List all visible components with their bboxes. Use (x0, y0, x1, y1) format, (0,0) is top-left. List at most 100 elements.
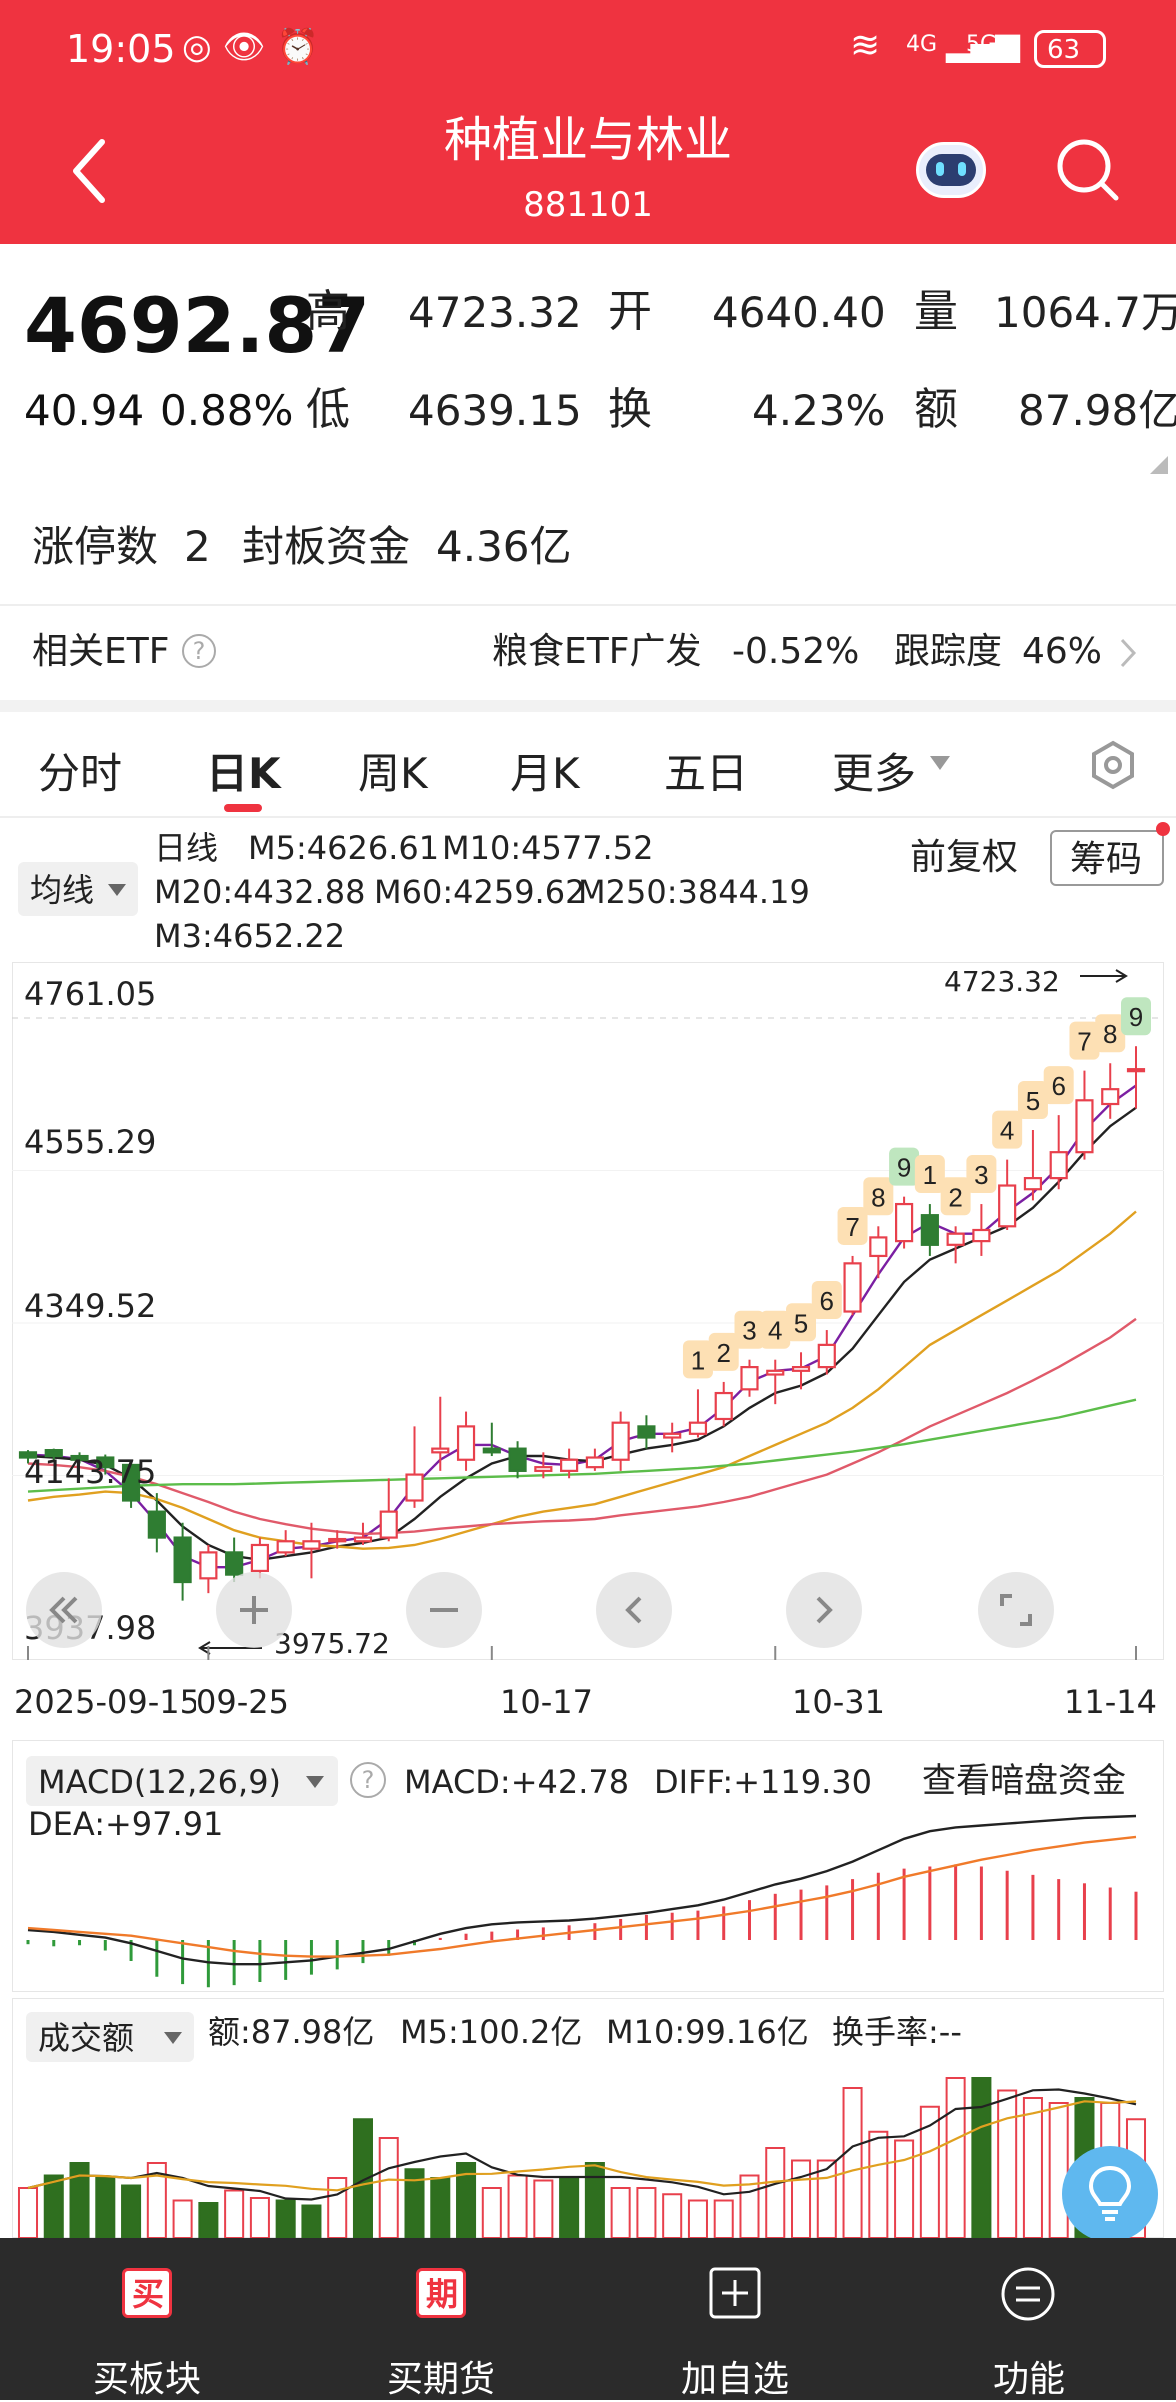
etf-row[interactable]: 相关ETF ? 粮食ETF广发 -0.52% 跟踪度 46% (0, 606, 1176, 700)
td-number: 1 (923, 1160, 937, 1190)
dark-pool-link[interactable]: 查看暗盘资金 (922, 1761, 1126, 1801)
back-arrow-icon[interactable] (60, 136, 120, 206)
help-icon[interactable]: ? (350, 1762, 386, 1798)
fullscreen-button[interactable] (978, 1572, 1054, 1648)
candle (1101, 1088, 1120, 1106)
td-number: 8 (1103, 1019, 1117, 1049)
td-badge (863, 1177, 894, 1216)
scroll-right-button[interactable] (786, 1572, 862, 1648)
divider (0, 816, 1176, 818)
candle (199, 1551, 218, 1580)
candle (1023, 1177, 1043, 1191)
red-dot (1156, 822, 1170, 836)
buy-board-label: 买板块 (92, 2359, 201, 2400)
buy-futures-label: 买期货 (386, 2359, 495, 2400)
candle (869, 1236, 888, 1258)
amount-bar (765, 2147, 786, 2238)
limit-up-count: 2 (184, 522, 211, 571)
scroll-left-fast-button[interactable] (26, 1572, 102, 1648)
amount-bar (172, 2199, 193, 2238)
candle (482, 1447, 501, 1454)
amount-bar (17, 2187, 39, 2238)
candle (1075, 1099, 1094, 1154)
function-button[interactable]: 功能 (882, 2238, 1176, 2400)
adjust-mode[interactable]: 前复权 (910, 837, 1019, 878)
amount-bar (919, 2105, 940, 2238)
td-number: 2 (716, 1338, 730, 1368)
ma-period: 日线 (154, 829, 219, 867)
scroll-left-button[interactable] (596, 1572, 672, 1648)
candle (637, 1425, 656, 1439)
candle (611, 1421, 630, 1461)
volume-m10: M10:99.16亿 (606, 2013, 809, 2051)
amount-bar (791, 2159, 812, 2238)
amount-bar (1022, 2097, 1043, 2238)
candle (353, 1536, 373, 1543)
ma-selector[interactable]: 均线 (18, 862, 138, 916)
function-label: 功能 (992, 2359, 1065, 2400)
x-label-end: 11-14 (1064, 1683, 1157, 1721)
amount-bar (456, 2162, 477, 2238)
amount-bar (1048, 2102, 1069, 2238)
td-number: 7 (1077, 1027, 1091, 1057)
td-number: 5 (1026, 1086, 1040, 1116)
candle (405, 1473, 424, 1502)
buy-board-button[interactable]: 买 买板块 (0, 2238, 294, 2400)
divider (0, 604, 1176, 606)
change-value: 40.94 (24, 386, 145, 435)
fullscreen-icon (1000, 1594, 1032, 1626)
search-icon[interactable] (1054, 136, 1124, 206)
amount-bar (687, 2199, 708, 2238)
candle (431, 1447, 450, 1454)
td-badge (992, 1110, 1023, 1149)
zoom-in-button[interactable] (216, 1572, 292, 1648)
chevron-left-icon (625, 1596, 642, 1624)
volume-amount: 额:87.98亿 (208, 2013, 375, 2051)
add-watchlist-button[interactable]: 加自选 (588, 2238, 882, 2400)
amount-bar (198, 2202, 219, 2238)
amount-bar (121, 2184, 142, 2238)
tab-more[interactable]: 更多 (832, 749, 917, 798)
y-label-top: 4761.05 (24, 975, 157, 1013)
x-label-start: 2025-09-15 (14, 1683, 200, 1721)
tab-monthly-k[interactable]: 月K (510, 749, 580, 798)
tab-daily-k[interactable]: 日K (206, 749, 281, 798)
ma-m60: M60:4259.62 (374, 873, 586, 911)
dropdown-triangle-icon (930, 756, 950, 770)
candle (895, 1202, 914, 1243)
amount-m5-line (27, 2088, 1137, 2201)
expand-corner-icon[interactable] (1150, 456, 1168, 474)
candle (225, 1551, 244, 1576)
candle (817, 1343, 836, 1369)
td-number: 6 (1051, 1071, 1065, 1101)
macd-frame (12, 1740, 1164, 1992)
amount-bar (894, 2139, 915, 2238)
td-badge (682, 1340, 713, 1379)
amount-bar (559, 2177, 580, 2238)
tab-five-day[interactable]: 五日 (664, 749, 749, 798)
assistant-float-button[interactable] (1062, 2146, 1158, 2242)
help-icon[interactable]: ? (182, 634, 216, 668)
macd-selector[interactable]: MACD(12,26,9) (26, 1756, 338, 1806)
robot-icon[interactable] (912, 132, 990, 204)
chips-button[interactable]: 筹码 (1050, 830, 1164, 886)
td-number: 9 (1129, 1002, 1143, 1032)
tab-intraday[interactable]: 分时 (38, 749, 123, 798)
macd-chart (12, 1740, 1164, 1992)
settings-icon[interactable] (1088, 740, 1138, 790)
candle (843, 1262, 862, 1313)
amount-bar (404, 2168, 425, 2238)
tracking-value: 46% (1022, 631, 1103, 672)
volume-selector[interactable]: 成交额 (26, 2012, 194, 2062)
td-number: 8 (871, 1182, 885, 1212)
buy-futures-button[interactable]: 期 买期货 (294, 2238, 588, 2400)
futures-icon: 期 (416, 2268, 466, 2318)
min-arrowhead (198, 1641, 211, 1655)
amount-bar (610, 2187, 631, 2238)
battery-icon: 63 (1034, 30, 1106, 68)
tab-weekly-k[interactable]: 周K (358, 749, 428, 798)
open-label: 开 (608, 286, 652, 337)
zoom-out-button[interactable] (406, 1572, 482, 1648)
td-number: 4 (768, 1316, 782, 1346)
